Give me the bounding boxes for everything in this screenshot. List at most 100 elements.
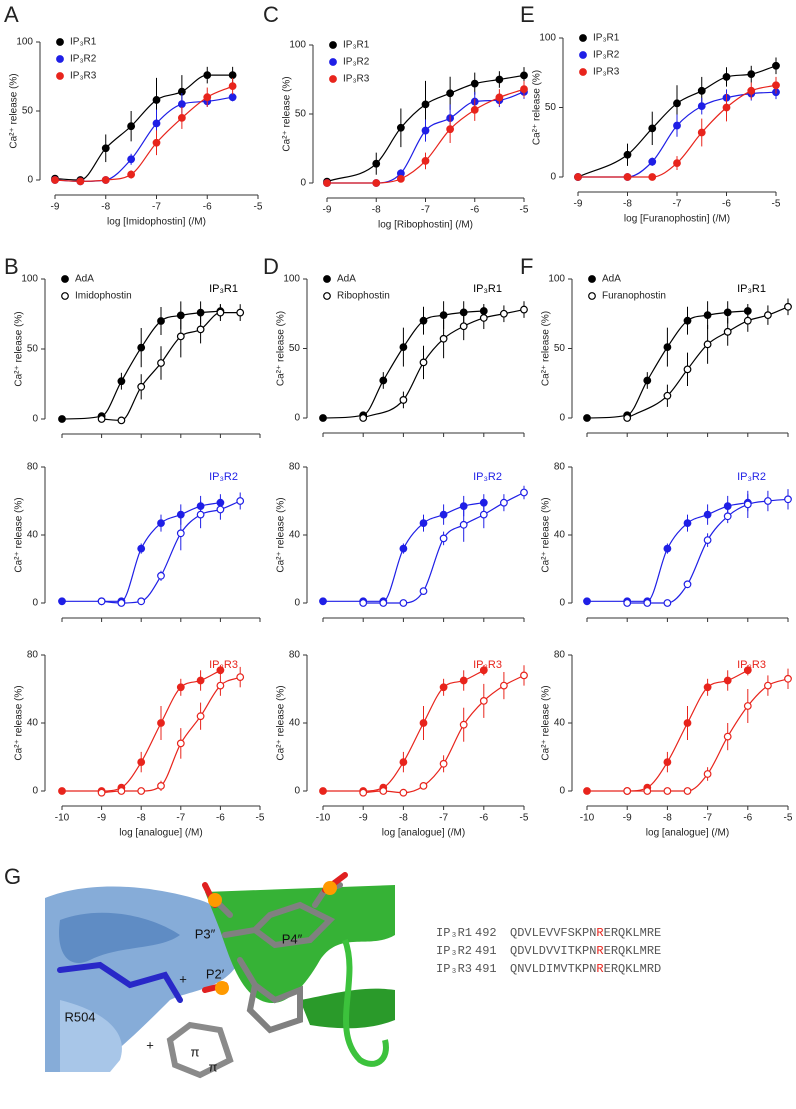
panel-label: D	[263, 254, 279, 279]
y-tick-label: 0	[32, 414, 38, 425]
structure-label: +	[179, 971, 187, 986]
annotation: IP₃R2	[209, 471, 238, 483]
data-point	[399, 788, 408, 797]
y-axis-label: Ca²⁺ release (%)	[541, 685, 552, 760]
data-point	[379, 787, 388, 795]
data-point	[157, 359, 165, 367]
data-point	[459, 720, 468, 729]
data-point	[396, 174, 405, 183]
data-point	[127, 155, 136, 164]
fit-curve	[54, 74, 233, 181]
sticks	[57, 872, 348, 1079]
residue-start: 491	[475, 962, 497, 976]
panel-label: E	[520, 2, 535, 27]
y-tick-label: 80	[27, 650, 39, 661]
y-tick-label: 0	[27, 175, 33, 186]
legend-label: IP₃R3	[70, 71, 97, 82]
data-point	[683, 580, 692, 589]
data-point	[97, 597, 106, 606]
data-point	[764, 311, 772, 320]
x-axis-label: log [Imidophostin] (/M)	[107, 217, 206, 228]
data-point	[421, 157, 430, 165]
data-point	[764, 681, 772, 690]
data-point	[470, 79, 479, 88]
y-tick-label: 0	[294, 413, 300, 424]
x-tick-label: -9	[97, 813, 106, 824]
x-tick-label: -5	[784, 813, 793, 824]
data-point	[500, 498, 508, 507]
data-point	[216, 308, 225, 317]
annotation: IP₃R1	[473, 283, 502, 295]
data-point	[743, 702, 752, 710]
x-tick-label: -7	[421, 205, 430, 216]
y-tick-label: 0	[32, 786, 38, 797]
x-tick-label: -5	[772, 199, 781, 210]
chart: 0 40 80 -10 -9 -8 -7 -6 -5 log [analogue] (/M) Ca²…	[14, 650, 265, 839]
data-point	[703, 536, 712, 544]
data-point	[663, 343, 672, 352]
data-point	[459, 676, 468, 685]
legend-marker	[579, 34, 587, 42]
x-tick-label: -6	[470, 205, 479, 216]
data-point	[101, 176, 110, 184]
data-point	[419, 782, 428, 790]
data-point	[216, 666, 225, 675]
base	[166, 1021, 234, 1079]
data-point	[703, 510, 712, 519]
y-tick-label: 40	[554, 718, 566, 729]
data-point	[439, 311, 448, 320]
data-point	[743, 666, 752, 675]
legend-label: AdA	[602, 274, 621, 285]
sequence-part: R	[596, 944, 603, 958]
x-tick-label: -8	[101, 202, 110, 213]
x-tick-label: -8	[623, 199, 632, 210]
data-point	[583, 787, 591, 795]
chart: 0 40 80 Ca²⁺ release (%) IP₃R2	[14, 462, 261, 622]
fit-curve	[61, 669, 221, 792]
data-point	[764, 497, 772, 505]
data-point	[359, 414, 368, 422]
structure-label: π	[209, 1059, 218, 1074]
x-axis-label: log [analogue] (/M)	[646, 828, 729, 839]
legend-marker	[56, 72, 64, 80]
data-point	[177, 100, 186, 108]
panel-label: B	[4, 254, 19, 279]
data-point	[697, 86, 706, 95]
annotation: IP₃R3	[209, 659, 238, 671]
data-point	[399, 599, 408, 607]
data-point	[176, 739, 185, 748]
data-point	[583, 597, 591, 606]
y-tick-label: 40	[289, 718, 301, 729]
legend-label: IP₃R3	[593, 67, 620, 78]
data-point	[176, 529, 185, 538]
data-point	[137, 382, 146, 391]
chart: 0 50 100 Ca²⁺ release (%) AdA Ribophostin IP₃R…	[276, 274, 528, 437]
data-point	[439, 759, 448, 768]
data-point	[117, 416, 126, 425]
legend-label: Imidophostin	[75, 291, 132, 302]
data-point	[643, 376, 652, 385]
data-point	[583, 414, 591, 422]
x-axis-label: log [Furanophostin] (/M)	[624, 214, 730, 225]
data-point	[58, 415, 66, 423]
data-point	[399, 544, 408, 553]
x-axis-label: log [analogue] (/M)	[119, 828, 202, 839]
x-tick-label: -7	[673, 199, 682, 210]
x-tick-label: -9	[323, 205, 332, 216]
data-point	[623, 787, 632, 795]
x-tick-label: -7	[152, 202, 161, 213]
ring	[222, 901, 336, 949]
data-point	[157, 571, 165, 580]
data-point	[399, 343, 408, 352]
data-point	[470, 105, 479, 114]
data-point	[743, 500, 752, 509]
x-tick-label: -6	[722, 199, 731, 210]
annotation: IP₃R2	[473, 471, 502, 483]
structure-label: +	[146, 1037, 154, 1052]
data-point	[683, 719, 692, 727]
data-point	[323, 179, 331, 187]
data-point	[643, 599, 652, 607]
data-point	[236, 308, 245, 317]
data-point	[157, 719, 165, 727]
x-tick-label: -5	[256, 813, 265, 824]
